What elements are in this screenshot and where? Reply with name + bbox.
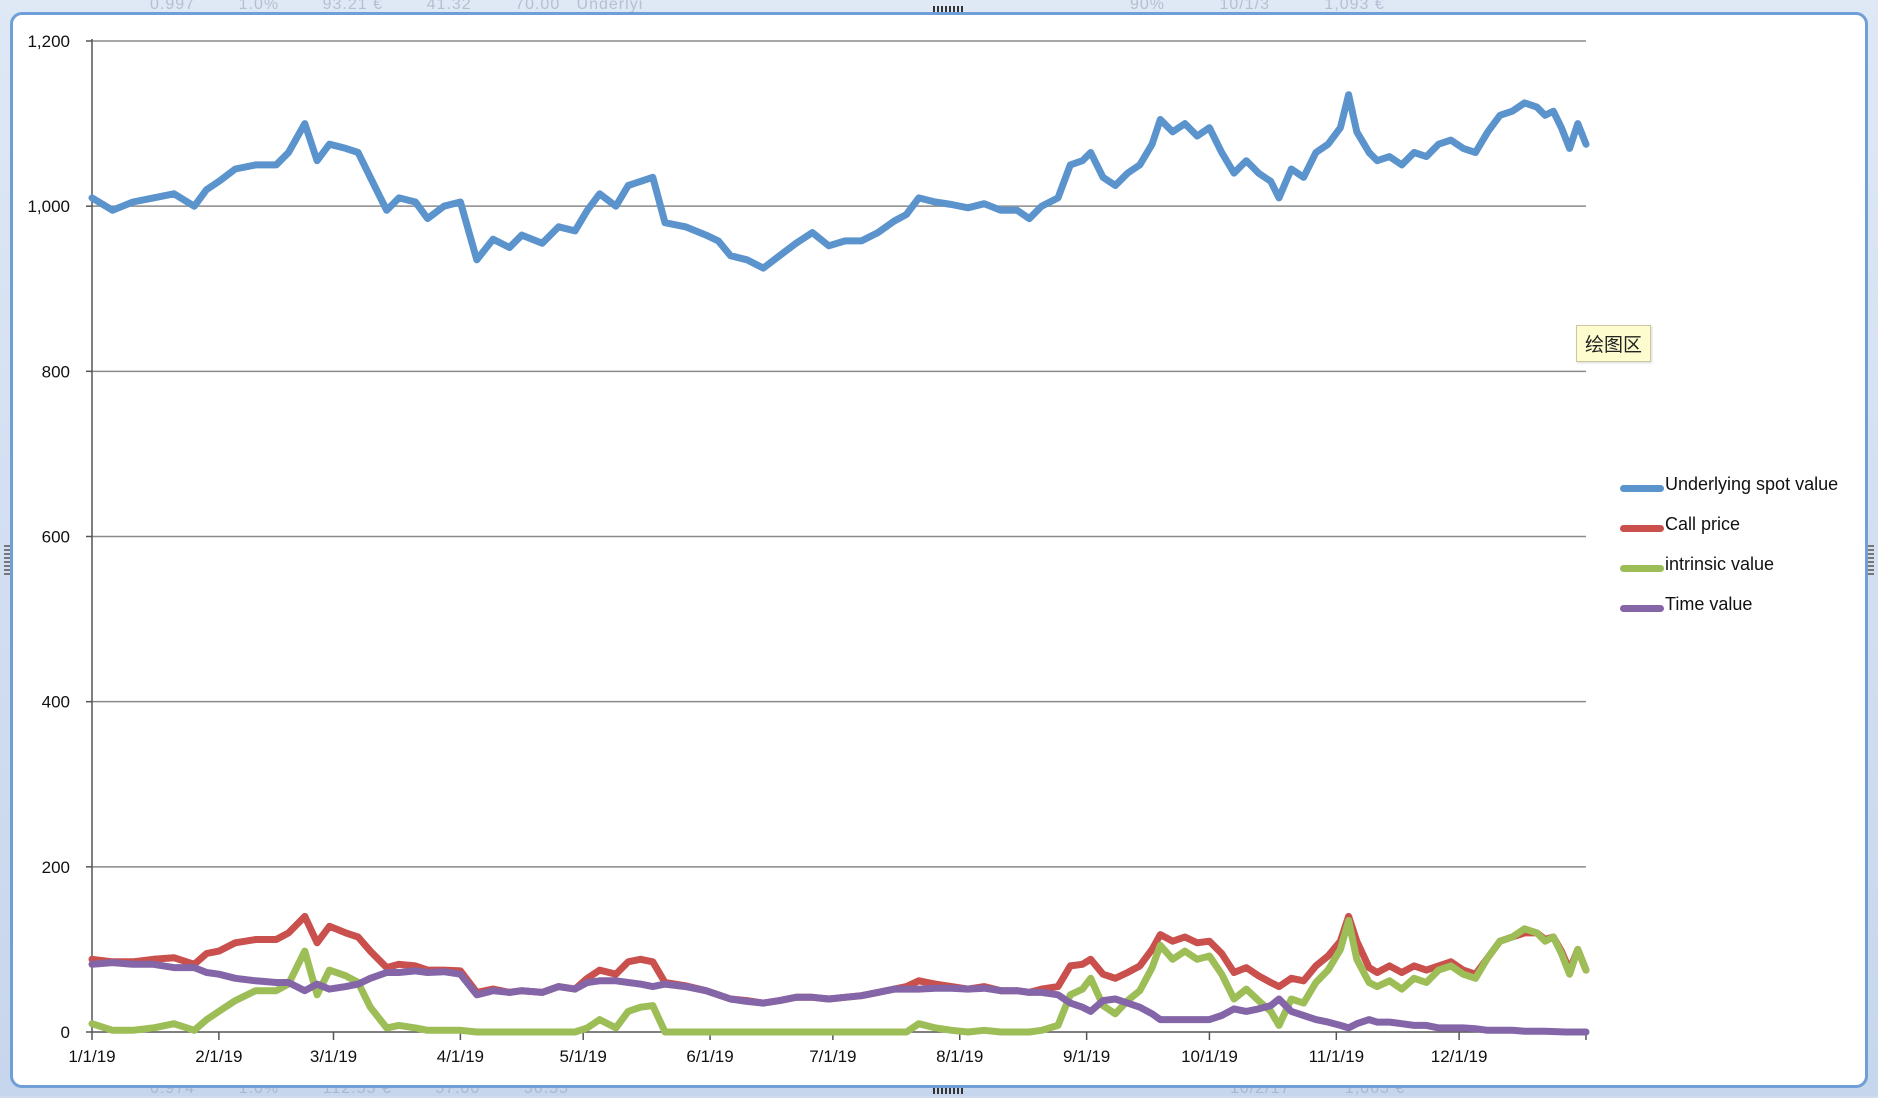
legend-swatch [1620,485,1664,492]
sheet-row-top-right: 90% 10/1/3 1,093 € [1130,0,1385,13]
series-line-intrinsic-value[interactable] [88,917,1590,1036]
x-tick-label: 12/1/19 [1431,1047,1488,1066]
y-tick-label: 800 [42,362,70,381]
resize-handle-bottom[interactable] [933,1088,963,1094]
sheet-row-top: 0.997 1.0% 93.21 € 41.32 70.00 Underlyi [150,0,644,13]
legend-swatch [1620,525,1664,532]
resize-handle-right[interactable] [1868,545,1874,575]
x-tick-label: 8/1/19 [936,1047,983,1066]
y-tick-label: 200 [42,858,70,877]
legend-label: Time value [1665,594,1753,614]
x-tick-label: 9/1/19 [1063,1047,1110,1066]
gridlines [92,40,1586,868]
chart-object[interactable] [4,6,1874,1094]
plot-area-tooltip: 绘图区 [1576,325,1652,362]
legend-swatch [1620,605,1664,612]
x-tick-label: 11/1/19 [1309,1047,1364,1066]
axes: 0 200 400 600 800 1,000 1,200 1/1/19 2/1/19 3/1/1… [27,32,1587,1066]
x-tick-label: 1/1/19 [68,1047,115,1066]
series-line-time-value[interactable] [88,959,1590,1036]
x-tick-label: 6/1/19 [686,1047,733,1066]
x-tick-label: 7/1/19 [809,1047,856,1066]
x-tick-label: 2/1/19 [195,1047,242,1066]
y-tick-label: 0 [61,1023,70,1042]
y-tick-label: 1,000 [27,197,70,216]
y-tick-label: 1,200 [27,32,70,51]
x-tick-label: 5/1/19 [560,1047,607,1066]
resize-handle-left[interactable] [4,545,10,575]
series-line-underlying-spot-value[interactable] [88,91,1590,272]
x-tick-label: 4/1/19 [437,1047,484,1066]
x-tick-label: 10/1/19 [1181,1047,1238,1066]
series-lines [88,91,1590,1036]
legend-label: Call price [1665,514,1741,534]
legend-label: Underlying spot value [1665,474,1839,494]
y-tick-label: 400 [42,693,70,712]
resize-handle-top[interactable] [933,6,963,12]
legend-label: intrinsic value [1665,554,1775,574]
y-tick-label: 600 [42,528,70,547]
legend-swatch [1620,565,1664,572]
x-tick-label: 3/1/19 [310,1047,357,1066]
